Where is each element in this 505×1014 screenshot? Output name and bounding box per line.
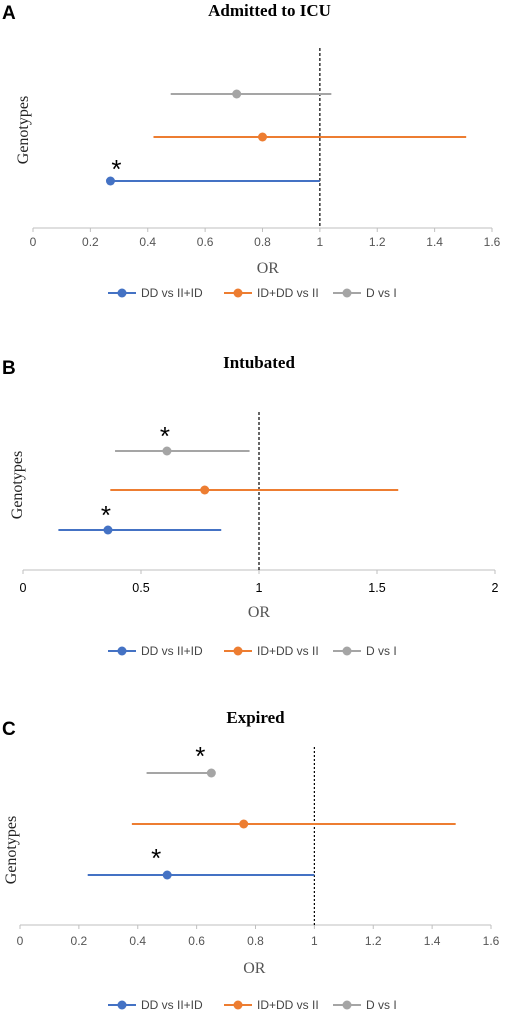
x-tick-label: 0.4 [129, 934, 146, 948]
legend-swatch-point [233, 1000, 243, 1010]
legend-swatch-point [117, 646, 127, 656]
x-tick-label: 0.4 [139, 235, 156, 249]
panel-letter: A [2, 3, 16, 24]
y-axis-label: Genotypes [9, 451, 26, 519]
or-point-2 [232, 89, 242, 99]
x-tick-label: 0 [17, 934, 24, 948]
x-tick-label: 0.2 [71, 934, 88, 948]
chart-title: Admitted to ICU [208, 1, 331, 20]
legend-swatch-point [233, 646, 243, 656]
x-tick-label: 1 [317, 235, 324, 249]
x-tick-label: 1.4 [424, 934, 441, 948]
legend-label: D vs I [366, 644, 397, 658]
or-point-1 [200, 485, 210, 495]
x-tick-label: 2 [492, 581, 499, 595]
x-axis-label: OR [257, 260, 280, 277]
x-tick-label: 1 [256, 581, 263, 595]
or-point-0 [103, 525, 113, 535]
or-point-0 [105, 176, 115, 186]
x-tick-label: 1.6 [484, 235, 501, 249]
y-axis-label: Genotypes [3, 816, 20, 884]
legend-label: D vs I [366, 998, 397, 1012]
x-tick-label: 0.2 [82, 235, 99, 249]
chart-panel-c: C Expired Genotypes 0 0.2 0.4 0.6 0.8 1 1.2 1.4 1.6… [2, 708, 500, 1012]
x-tick-label: 1.4 [426, 235, 443, 249]
x-tick-label: 1.5 [368, 581, 385, 595]
legend-label: ID+DD vs II [257, 998, 319, 1012]
x-tick-label: 1.2 [369, 235, 386, 249]
or-point-1 [239, 819, 249, 829]
legend-swatch-point [342, 288, 352, 298]
panel-letter: B [2, 358, 16, 379]
chart-panel-a: A Admitted to ICU Genotypes 0 0.2 0.4 0.6 0.8 1 1… [2, 1, 501, 300]
or-point-0 [162, 870, 172, 880]
y-axis-label: Genotypes [15, 96, 32, 164]
significance-star: * [101, 500, 111, 530]
legend-swatch-point [342, 646, 352, 656]
chart-panel-b: B Intubated Genotypes 0 0.5 1 1.5 2 OR * * DD vs II… [2, 353, 499, 658]
x-tick-label: 1.2 [365, 934, 382, 948]
chart-title: Intubated [223, 353, 295, 372]
or-point-2 [206, 768, 216, 778]
x-tick-label: 0 [30, 235, 37, 249]
x-tick-label: 0.8 [254, 235, 271, 249]
or-point-1 [258, 132, 267, 142]
significance-star: * [111, 154, 121, 184]
panel-letter: C [2, 719, 16, 740]
legend-swatch-point [233, 288, 243, 298]
x-tick-label: 0 [20, 581, 27, 595]
x-tick-label: 0.8 [247, 934, 264, 948]
x-tick-label: 0.6 [188, 934, 205, 948]
significance-star: * [160, 421, 170, 451]
legend-label: DD vs II+ID [141, 286, 203, 300]
legend-swatch-point [117, 288, 127, 298]
or-point-2 [162, 446, 172, 456]
x-tick-label: 0.5 [132, 581, 149, 595]
legend-label: D vs I [366, 286, 397, 300]
significance-star: * [151, 843, 161, 873]
x-axis-label: OR [248, 604, 271, 621]
x-tick-label: 1.6 [483, 934, 500, 948]
legend-swatch-point [342, 1000, 352, 1010]
significance-star: * [195, 741, 205, 771]
chart-title: Expired [226, 708, 285, 727]
legend-label: DD vs II+ID [141, 998, 203, 1012]
legend-label: ID+DD vs II [257, 644, 319, 658]
x-axis-label: OR [243, 960, 266, 977]
legend-label: DD vs II+ID [141, 644, 203, 658]
x-tick-label: 0.6 [197, 235, 214, 249]
legend-swatch-point [117, 1000, 127, 1010]
x-tick-label: 1 [311, 934, 318, 948]
legend-label: ID+DD vs II [257, 286, 319, 300]
